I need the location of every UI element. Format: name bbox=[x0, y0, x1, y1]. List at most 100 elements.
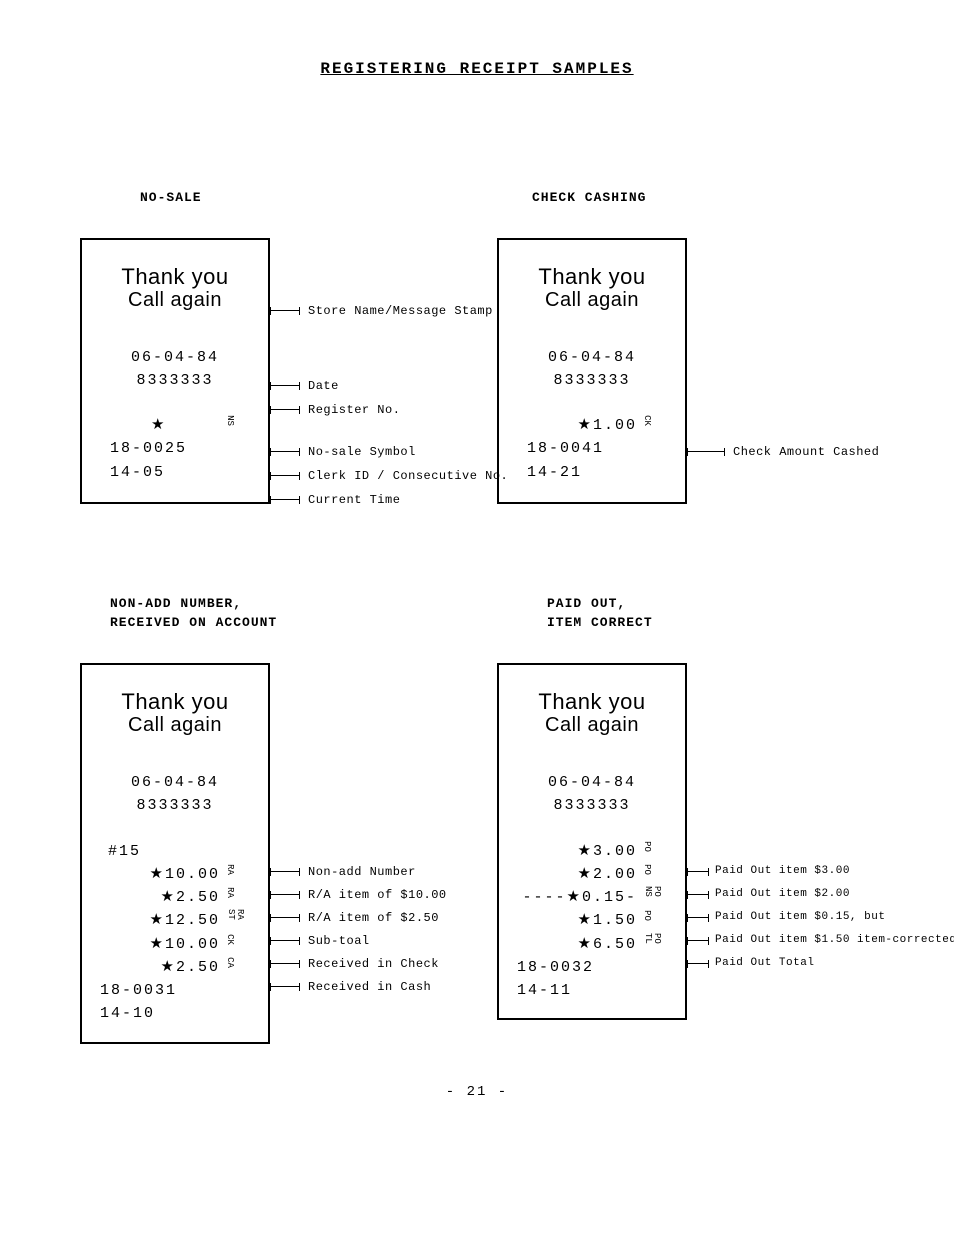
annot-text: Paid Out item $2.00 bbox=[715, 888, 850, 900]
label-check-cashing: CHECK CASHING bbox=[477, 188, 894, 208]
date-line: 06-04-84 bbox=[96, 346, 254, 369]
tick-icon bbox=[270, 917, 300, 918]
row-2: NON-ADD NUMBER, RECEIVED ON ACCOUNT Than… bbox=[60, 594, 894, 1044]
thank-line-1: Thank you bbox=[96, 690, 254, 714]
tick-icon bbox=[270, 409, 300, 410]
amount-suffix: CK bbox=[641, 416, 663, 425]
row-1: NO-SALE Thank you Call again 06-04-84 83… bbox=[60, 188, 894, 504]
annot-text: R/A item of $2.50 bbox=[308, 911, 439, 925]
thank-line-2: Call again bbox=[513, 289, 671, 311]
thank-block: Thank you Call again bbox=[513, 690, 671, 736]
clerk-line: 18-0032 bbox=[513, 956, 671, 979]
annot-time: Current Time bbox=[308, 493, 400, 507]
clerk-line: 18-0025 bbox=[96, 437, 254, 460]
annot-text: Non-add Number bbox=[308, 865, 416, 879]
date-line: 06-04-84 bbox=[96, 771, 254, 794]
tick-icon bbox=[687, 917, 709, 918]
register-line: 8333333 bbox=[96, 794, 254, 817]
tick-icon bbox=[270, 475, 300, 476]
register-line: 8333333 bbox=[513, 794, 671, 817]
item-line: ★1.50PO bbox=[513, 909, 671, 932]
annot-text: Paid Out item $0.15, but bbox=[715, 911, 885, 923]
annot-text: Paid Out item $3.00 bbox=[715, 865, 850, 877]
label-non-add: NON-ADD NUMBER, RECEIVED ON ACCOUNT bbox=[60, 594, 477, 633]
page-title: REGISTERING RECEIPT SAMPLES bbox=[60, 60, 894, 78]
tick-icon bbox=[270, 894, 300, 895]
tick-icon bbox=[687, 871, 709, 872]
item-line: ★10.00RA bbox=[96, 863, 254, 886]
thank-line-2: Call again bbox=[96, 289, 254, 311]
item-lines: ★3.00PO★2.00PO----★0.15-PO NS★1.50PO★6.5… bbox=[513, 840, 671, 956]
tick-icon bbox=[687, 963, 709, 964]
date-block: 06-04-84 8333333 bbox=[513, 346, 671, 393]
col-non-add: NON-ADD NUMBER, RECEIVED ON ACCOUNT Than… bbox=[60, 594, 477, 1044]
item-line: ★12.50RA ST bbox=[96, 909, 254, 932]
item-lines: #15★10.00RA★2.50RA★12.50RA ST★10.00CK★2.… bbox=[96, 840, 254, 980]
date-block: 06-04-84 8333333 bbox=[96, 346, 254, 393]
item-line: ★10.00CK bbox=[96, 933, 254, 956]
item-line: ★2.50CA bbox=[96, 956, 254, 979]
date-block: 06-04-84 8333333 bbox=[513, 771, 671, 818]
tick-icon bbox=[270, 451, 300, 452]
thank-line-2: Call again bbox=[513, 714, 671, 736]
annot-nosale: No-sale Symbol bbox=[308, 445, 416, 459]
tick-icon bbox=[270, 385, 300, 386]
thank-block: Thank you Call again bbox=[96, 265, 254, 311]
register-line: 8333333 bbox=[513, 369, 671, 392]
date-line: 06-04-84 bbox=[513, 771, 671, 794]
annot-text: Sub-toal bbox=[308, 934, 370, 948]
item-line: ★2.50RA bbox=[96, 886, 254, 909]
item-line: ★6.50PO TL bbox=[513, 933, 671, 956]
annot-text: Paid Out Total bbox=[715, 957, 814, 969]
tick-icon bbox=[687, 894, 709, 895]
nosale-symbol-line: ★ NS bbox=[96, 414, 254, 437]
annot-text: Received in Check bbox=[308, 957, 439, 971]
tick-icon bbox=[270, 986, 300, 987]
item-line: ★2.00PO bbox=[513, 863, 671, 886]
tick-icon bbox=[687, 451, 725, 452]
annot-store-msg: Store Name/Message Stamp bbox=[308, 304, 493, 318]
item-line: #15 bbox=[96, 840, 254, 863]
annot-text: R/A item of $10.00 bbox=[308, 888, 447, 902]
item-line: ----★0.15-PO NS bbox=[513, 886, 671, 909]
label-paid-out: PAID OUT, ITEM CORRECT bbox=[477, 594, 894, 633]
receipt-check-cashing: Thank you Call again 06-04-84 8333333 ★1… bbox=[497, 238, 687, 504]
tick-icon bbox=[270, 310, 300, 311]
col-paid-out: PAID OUT, ITEM CORRECT Thank you Call ag… bbox=[477, 594, 894, 1044]
tick-icon bbox=[270, 499, 300, 500]
tick-icon bbox=[270, 871, 300, 872]
time-line: 14-05 bbox=[96, 461, 254, 484]
annot-text: Received in Cash bbox=[308, 980, 431, 994]
clerk-line: 18-0031 bbox=[96, 979, 254, 1002]
col-check-cashing: CHECK CASHING Thank you Call again 06-04… bbox=[477, 188, 894, 504]
time-line: 14-11 bbox=[513, 979, 671, 1002]
tick-icon bbox=[270, 963, 300, 964]
annot-check: Check Amount Cashed bbox=[733, 445, 879, 459]
tick-icon bbox=[270, 940, 300, 941]
time-line: 14-10 bbox=[96, 1002, 254, 1025]
receipt-paid-out: Thank you Call again 06-04-84 8333333 ★3… bbox=[497, 663, 687, 1020]
thank-line-1: Thank you bbox=[513, 690, 671, 714]
receipt-no-sale: Thank you Call again 06-04-84 8333333 ★ … bbox=[80, 238, 270, 504]
annot-date: Date bbox=[308, 379, 339, 393]
date-line: 06-04-84 bbox=[513, 346, 671, 369]
register-line: 8333333 bbox=[96, 369, 254, 392]
thank-line-1: Thank you bbox=[513, 265, 671, 289]
tick-icon bbox=[687, 940, 709, 941]
check-amount-line: ★1.00 CK bbox=[513, 414, 671, 437]
label-no-sale: NO-SALE bbox=[60, 188, 477, 208]
annot-register: Register No. bbox=[308, 403, 400, 417]
time-line: 14-21 bbox=[513, 461, 671, 484]
page: REGISTERING RECEIPT SAMPLES NO-SALE Than… bbox=[0, 0, 954, 1130]
thank-line-1: Thank you bbox=[96, 265, 254, 289]
receipt-non-add: Thank you Call again 06-04-84 8333333 #1… bbox=[80, 663, 270, 1044]
col-no-sale: NO-SALE Thank you Call again 06-04-84 83… bbox=[60, 188, 477, 504]
thank-line-2: Call again bbox=[96, 714, 254, 736]
annot-text: Paid Out item $1.50 item-corrected bbox=[715, 934, 954, 946]
date-block: 06-04-84 8333333 bbox=[96, 771, 254, 818]
star-icon: ★ bbox=[151, 417, 166, 434]
thank-block: Thank you Call again bbox=[513, 265, 671, 311]
page-number: - 21 - bbox=[60, 1084, 894, 1100]
amount-text: ★1.00 bbox=[578, 417, 637, 434]
symbol-suffix: NS bbox=[224, 416, 246, 425]
